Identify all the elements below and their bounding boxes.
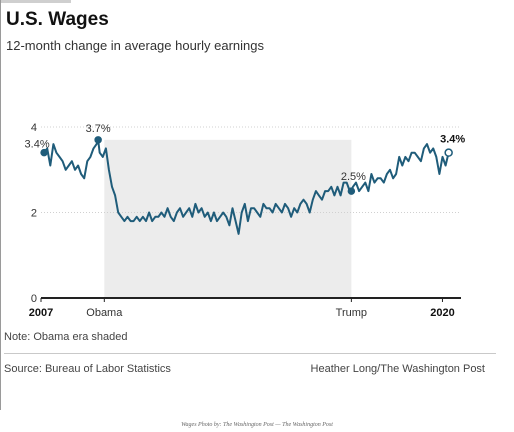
x-tick-label-trump: Trump bbox=[336, 307, 367, 319]
y-tick-label-4: 4 bbox=[31, 122, 37, 134]
wage-series-line bbox=[43, 138, 450, 235]
chart-title: U.S. Wages bbox=[6, 9, 109, 30]
photo-caption: Wages Photo by: The Washington Post — Th… bbox=[181, 422, 333, 428]
top-edge bbox=[1, 0, 71, 3]
annotation-label-1: 3.7% bbox=[86, 123, 111, 135]
annotation-label-3: 3.4% bbox=[440, 134, 465, 146]
chart-subtitle: 12-month change in average hourly earnin… bbox=[6, 38, 265, 53]
annotation-label-2: 2.5% bbox=[341, 171, 366, 183]
annotation-dot-1 bbox=[94, 136, 102, 144]
wage-line-chart: 2007 Obama Trump 2020 0 2 4 3.4% 3.7% 2.5% 3.4% bbox=[25, 122, 466, 319]
x-tick-label-2007: 2007 bbox=[29, 307, 53, 319]
annotation-dot-3 bbox=[444, 148, 453, 157]
chart-note: Note: Obama era shaded bbox=[4, 331, 128, 343]
annotation-dot-2 bbox=[347, 187, 356, 195]
source-text: Source: Bureau of Labor Statistics bbox=[4, 363, 171, 375]
chart-card: U.S. Wages 12-month change in average ho… bbox=[0, 0, 496, 410]
footer-divider bbox=[4, 353, 496, 354]
credit-text: Heather Long/The Washington Post bbox=[310, 363, 485, 375]
x-tick-label-obama: Obama bbox=[86, 307, 123, 319]
x-tick-label-2020: 2020 bbox=[430, 307, 454, 319]
annotation-label-0: 3.4% bbox=[25, 139, 50, 151]
y-tick-label-2: 2 bbox=[31, 208, 37, 220]
annotation-dot-0 bbox=[40, 148, 48, 157]
y-tick-label-0: 0 bbox=[31, 293, 37, 305]
